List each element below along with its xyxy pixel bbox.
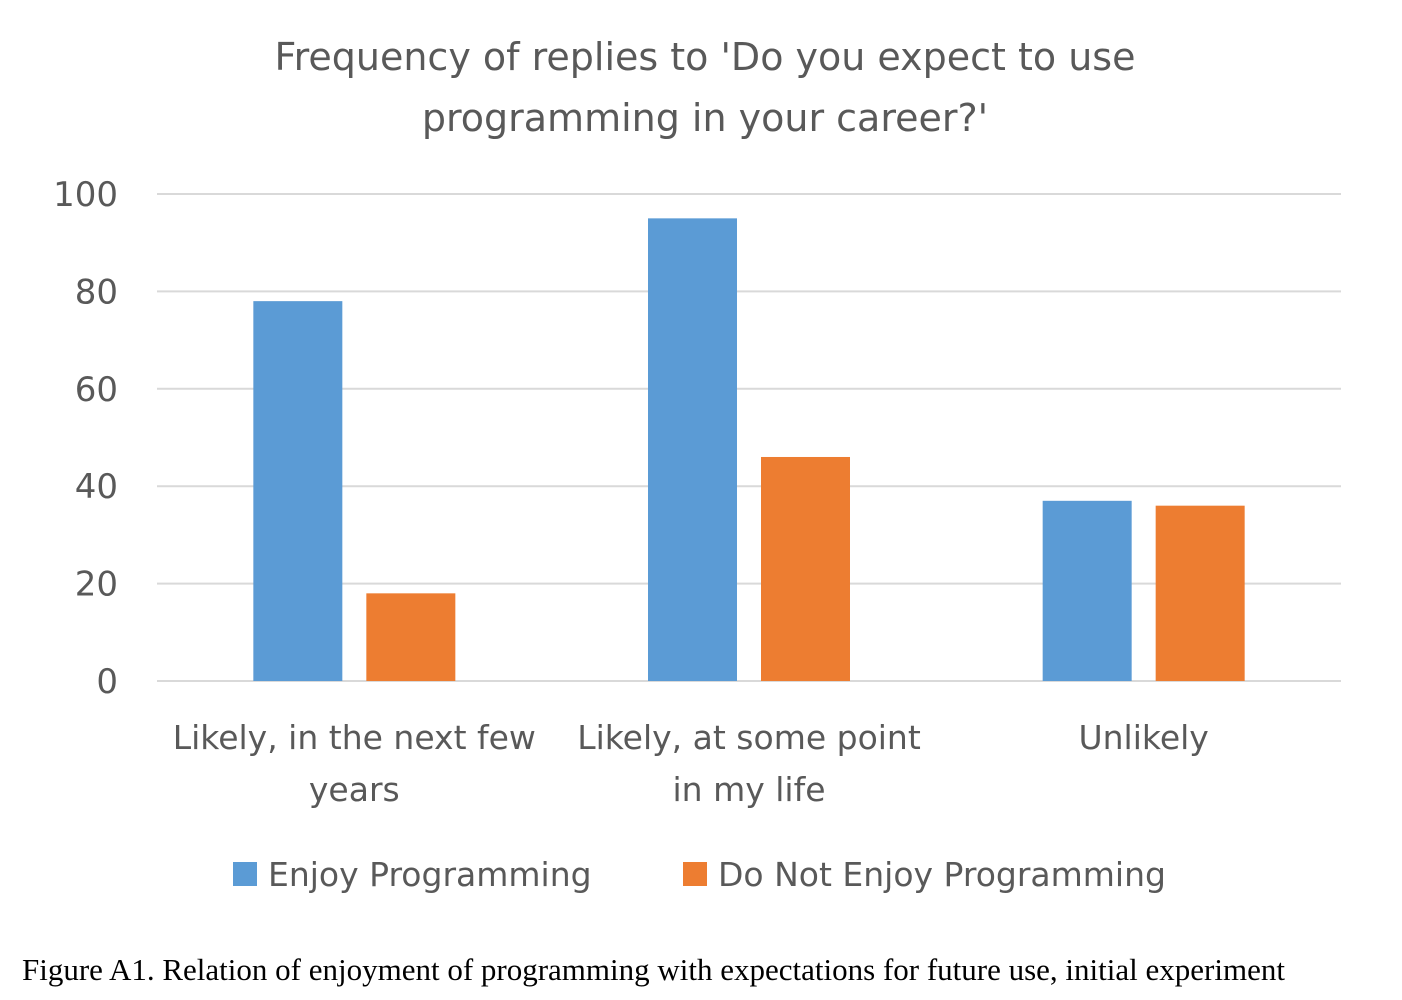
x-category-label: in my life — [673, 770, 826, 809]
legend-label: Do Not Enjoy Programming — [718, 855, 1166, 894]
figure-caption: Figure A1. Relation of enjoyment of prog… — [22, 952, 1285, 987]
legend-swatch — [233, 862, 257, 886]
x-category-label: Unlikely — [1078, 718, 1208, 757]
x-category-label: Likely, at some point — [577, 718, 921, 757]
bar-not-enjoy-1 — [366, 593, 456, 681]
y-tick-label: 80 — [75, 272, 118, 312]
gridlines — [157, 193, 1341, 682]
x-axis-labels: Likely, in the next few years Likely, at s… — [173, 718, 1209, 809]
bars — [253, 218, 1245, 681]
chart-title-line: programming in your career?' — [422, 96, 988, 140]
y-tick-label: 40 — [75, 467, 118, 507]
bar-not-enjoy-3 — [1155, 505, 1245, 681]
legend-swatch — [683, 862, 707, 886]
x-category-label: years — [309, 770, 400, 809]
chart-title: Frequency of replies to 'Do you expect t… — [275, 35, 1136, 140]
bar-enjoy-2 — [648, 218, 737, 681]
legend-label: Enjoy Programming — [268, 855, 592, 894]
chart-title-line: Frequency of replies to 'Do you expect t… — [275, 35, 1136, 79]
y-tick-label: 60 — [75, 370, 118, 410]
x-category-label: Likely, in the next few — [173, 718, 536, 757]
legend: Enjoy Programming Do Not Enjoy Programmin… — [233, 855, 1166, 894]
y-tick-label: 0 — [96, 662, 118, 702]
bar-not-enjoy-2 — [761, 456, 850, 681]
y-tick-label: 100 — [53, 175, 118, 215]
bar-enjoy-1 — [253, 301, 343, 681]
y-axis-ticks: 0 20 40 60 80 100 — [53, 175, 118, 702]
y-tick-label: 20 — [75, 565, 118, 605]
bar-enjoy-3 — [1042, 500, 1132, 681]
